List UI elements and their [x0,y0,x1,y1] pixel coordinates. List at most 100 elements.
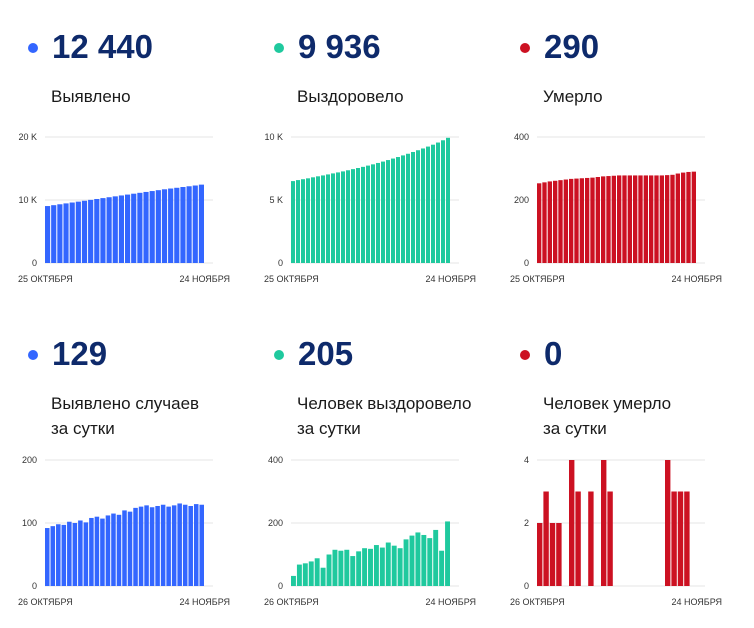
y-tick-label: 20 K [18,132,37,142]
bar [379,547,385,586]
bar [81,200,88,263]
bar [306,178,310,263]
bar [131,193,137,263]
bar [403,539,409,586]
bar [63,203,69,263]
bar [385,542,391,586]
bar [601,460,607,586]
bar [606,176,611,263]
bar [386,160,390,263]
bar [331,173,335,263]
bar [160,504,166,586]
bar [366,165,370,263]
bar [311,177,315,263]
x-tick-label: 24 НОЯБРЯ [425,597,476,607]
bar [588,491,594,586]
dot-icon [520,43,530,53]
bar [691,171,696,263]
bar [314,558,320,586]
bar [368,548,373,586]
x-tick-label: 24 НОЯБРЯ [425,274,476,284]
bar [439,550,445,586]
bar [595,177,600,263]
bar [56,524,61,586]
bar [670,174,675,263]
bar [100,518,105,586]
stat-label-line: Выздоровело [297,87,404,106]
bar [638,175,643,263]
bar [569,460,575,586]
bar [361,166,365,263]
bar [296,564,302,586]
x-tick-label: 26 ОКТЯБРЯ [264,597,319,607]
bar [409,535,415,586]
bar [177,503,182,586]
bar [338,550,344,586]
y-tick-label: 200 [22,455,37,465]
bar [649,175,654,263]
bar [574,178,579,263]
bar [371,164,375,263]
bar [401,155,405,263]
bar [291,575,296,586]
x-tick-label: 25 ОКТЯБРЯ [510,274,565,284]
bar [45,206,51,263]
bar [133,507,138,586]
bar [426,146,430,263]
x-tick-label: 26 ОКТЯБРЯ [18,597,73,607]
bar-chart: 0 2 4 26 ОКТЯБРЯ 24 НОЯБРЯ [510,455,722,607]
stat-value: 205 [298,335,354,372]
stat-label: Выявлено случаев за сутки [51,391,199,441]
bar [168,188,174,263]
x-tick-label: 24 НОЯБРЯ [179,597,230,607]
bar [431,144,435,263]
bar [143,191,149,263]
bar [553,180,558,263]
bar [341,171,345,263]
bar [138,506,144,586]
bar [316,176,320,263]
panel-recovered-daily: 205 Человек выздоровело за сутки 0 200 400… [246,307,492,612]
bar [675,173,680,263]
bar [441,140,445,263]
bar [344,549,350,586]
bar [607,491,613,586]
bar [681,172,686,263]
bar [106,197,112,263]
stat-label-line: Человек выздоровело [297,394,472,413]
y-tick-label: 100 [22,518,37,528]
bar [116,514,122,586]
bar [67,521,72,586]
bar [406,153,410,263]
bar-chart: 0 100 200 26 ОКТЯБРЯ 24 НОЯБРЯ [18,455,230,607]
bar [51,205,57,263]
bar [421,534,427,586]
bar [69,202,75,263]
bar [633,175,638,263]
bar [585,177,590,263]
bar [125,194,131,263]
bar [155,190,161,263]
bar [537,183,542,263]
bar [396,157,400,263]
stat-value: 12 440 [52,28,153,65]
bar [127,511,133,586]
x-tick-label: 24 НОЯБРЯ [179,274,230,284]
bar [436,142,440,263]
stat-label: Человек выздоровело за сутки [297,391,472,441]
bar [543,491,549,586]
bar [291,181,295,263]
stat-value: 129 [52,335,108,372]
bar [188,505,193,586]
bar [161,189,168,263]
bar [118,195,124,263]
bar [301,179,305,263]
bar [356,168,360,263]
y-tick-label: 0 [524,581,529,591]
bar [149,507,155,586]
bar [180,187,186,263]
bar [542,182,547,263]
bar [684,491,690,586]
bar [446,137,450,263]
bar [547,181,552,263]
